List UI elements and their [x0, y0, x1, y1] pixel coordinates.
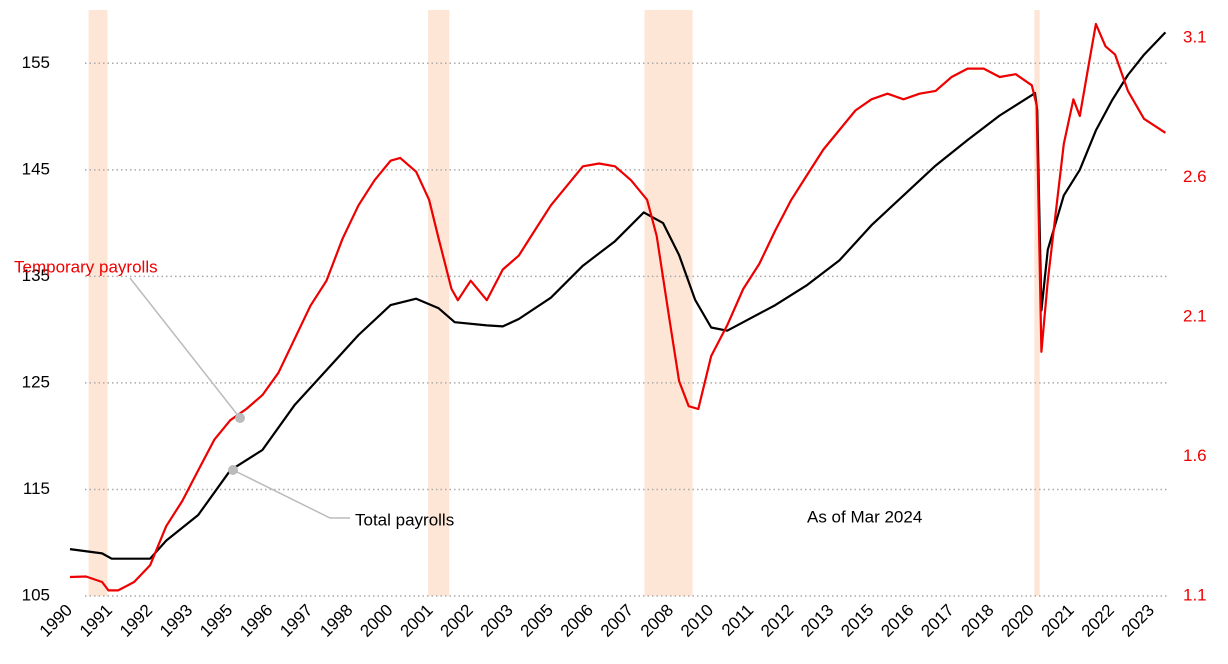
pointer-dot — [235, 413, 245, 423]
x-tick-label: 2008 — [637, 601, 677, 641]
series-label: Temporary payrolls — [14, 257, 158, 276]
recession-band — [428, 10, 450, 596]
recession-band — [644, 10, 693, 596]
x-tick-label: 1996 — [236, 601, 276, 641]
x-tick-label: 2017 — [917, 601, 957, 641]
x-tick-label: 2020 — [998, 601, 1038, 641]
y-tick-label: 135 — [22, 266, 50, 285]
y2-tick-label: 1.6 — [1183, 446, 1207, 465]
x-tick-label: 2022 — [1078, 601, 1118, 641]
x-tick-label: 2023 — [1118, 601, 1158, 641]
y-tick-label: 125 — [22, 372, 50, 391]
x-tick-label: 2021 — [1038, 601, 1078, 641]
x-tick-label: 2005 — [517, 601, 557, 641]
x-tick-label: 2007 — [597, 601, 637, 641]
recession-band — [88, 10, 108, 596]
x-tick-label: 2002 — [437, 601, 477, 641]
y-tick-label: 145 — [22, 159, 50, 178]
annotation: As of Mar 2024 — [807, 507, 922, 526]
series-label: Total payrolls — [355, 510, 454, 529]
series-line — [69, 31, 1167, 560]
pointer-line — [129, 277, 241, 419]
x-tick-label: 2018 — [957, 601, 997, 641]
y-tick-label: 155 — [22, 53, 50, 72]
x-tick-label: 1998 — [316, 601, 356, 641]
series-line — [69, 22, 1167, 592]
x-tick-label: 2000 — [356, 601, 396, 641]
x-tick-label: 2006 — [557, 601, 597, 641]
y-tick-label: 115 — [23, 479, 50, 498]
y2-tick-label: 2.1 — [1183, 306, 1207, 325]
x-tick-label: 1995 — [196, 601, 236, 641]
pointer-dot — [228, 465, 238, 475]
x-tick-label: 1990 — [36, 601, 76, 641]
x-tick-label: 2016 — [877, 601, 917, 641]
recession-band — [1034, 10, 1040, 596]
pointer-line — [232, 469, 350, 519]
x-tick-label: 1993 — [156, 601, 196, 641]
x-tick-label: 2013 — [797, 601, 837, 641]
x-tick-label: 2003 — [477, 601, 517, 641]
x-tick-label: 1992 — [116, 601, 156, 641]
x-tick-label: 2010 — [677, 601, 717, 641]
y-tick-label: 105 — [22, 585, 50, 604]
y2-tick-label: 3.1 — [1183, 27, 1207, 46]
x-tick-label: 2012 — [757, 601, 797, 641]
x-tick-label: 1991 — [76, 601, 116, 641]
x-tick-label: 2015 — [837, 601, 877, 641]
x-tick-label: 2011 — [718, 601, 757, 640]
y2-tick-label: 2.6 — [1183, 167, 1207, 186]
x-tick-label: 1997 — [276, 601, 316, 641]
y2-tick-label: 1.1 — [1183, 585, 1207, 604]
x-tick-label: 2001 — [396, 601, 436, 641]
